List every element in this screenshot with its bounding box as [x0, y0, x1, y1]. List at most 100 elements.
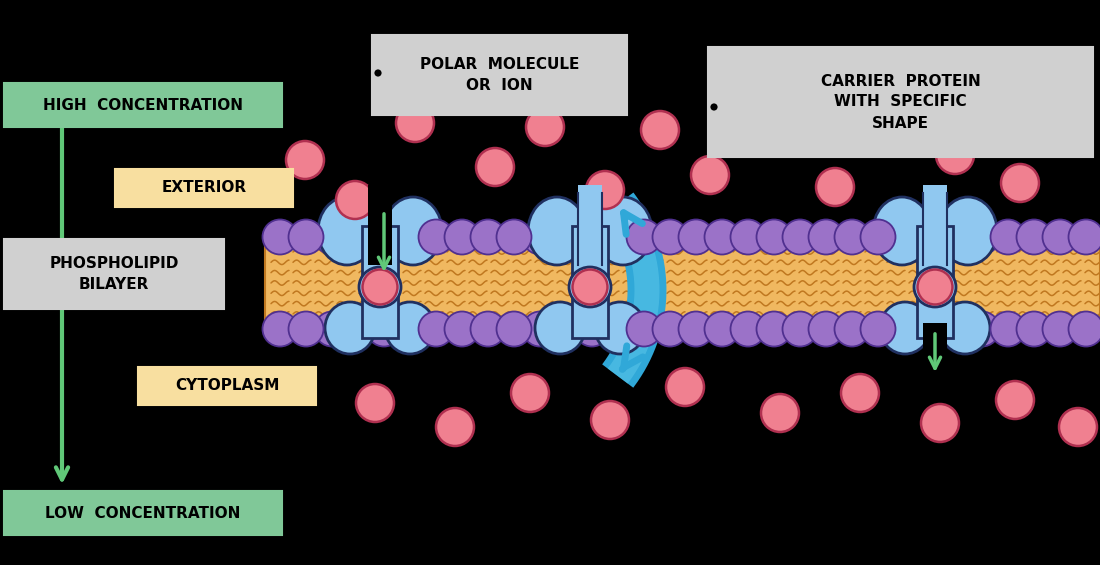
Bar: [372, 35, 627, 115]
Ellipse shape: [324, 302, 375, 354]
Circle shape: [496, 219, 531, 254]
Circle shape: [782, 311, 817, 346]
Bar: [4, 491, 282, 535]
Circle shape: [757, 219, 792, 254]
Circle shape: [704, 219, 739, 254]
Circle shape: [965, 311, 1000, 346]
Circle shape: [373, 68, 383, 78]
Circle shape: [418, 219, 453, 254]
Circle shape: [574, 219, 609, 254]
Ellipse shape: [359, 267, 402, 307]
Circle shape: [418, 311, 453, 346]
Circle shape: [601, 219, 636, 254]
Ellipse shape: [880, 302, 929, 354]
Circle shape: [887, 311, 922, 346]
Circle shape: [315, 219, 350, 254]
Circle shape: [286, 141, 324, 179]
Circle shape: [1001, 164, 1040, 202]
Circle shape: [471, 311, 506, 346]
Circle shape: [288, 311, 323, 346]
Circle shape: [730, 219, 766, 254]
Circle shape: [471, 219, 506, 254]
Ellipse shape: [528, 197, 586, 265]
Circle shape: [586, 171, 624, 209]
Bar: [116, 169, 293, 207]
Circle shape: [938, 311, 974, 346]
Circle shape: [990, 311, 1025, 346]
Circle shape: [522, 219, 558, 254]
Circle shape: [652, 311, 688, 346]
Text: HIGH  CONCENTRATION: HIGH CONCENTRATION: [43, 98, 243, 112]
Ellipse shape: [318, 197, 376, 265]
Text: CYTOPLASM: CYTOPLASM: [175, 379, 279, 393]
Circle shape: [679, 219, 714, 254]
Ellipse shape: [595, 302, 645, 354]
Circle shape: [913, 219, 947, 254]
Circle shape: [761, 394, 799, 432]
Bar: [138, 367, 316, 405]
Ellipse shape: [384, 197, 442, 265]
Ellipse shape: [569, 267, 611, 307]
Circle shape: [436, 408, 474, 446]
Circle shape: [366, 219, 402, 254]
Circle shape: [860, 219, 895, 254]
Circle shape: [782, 219, 817, 254]
Circle shape: [921, 404, 959, 442]
Circle shape: [996, 381, 1034, 419]
Circle shape: [1068, 311, 1100, 346]
Circle shape: [990, 219, 1025, 254]
Circle shape: [393, 219, 428, 254]
Circle shape: [917, 270, 953, 305]
Circle shape: [1016, 311, 1052, 346]
Circle shape: [936, 136, 974, 174]
Text: EXTERIOR: EXTERIOR: [162, 180, 246, 195]
Circle shape: [666, 368, 704, 406]
Circle shape: [522, 311, 558, 346]
Circle shape: [549, 311, 583, 346]
Circle shape: [572, 270, 607, 305]
Circle shape: [1016, 219, 1052, 254]
Circle shape: [835, 311, 869, 346]
Circle shape: [393, 311, 428, 346]
Text: CARRIER  PROTEIN
WITH  SPECIFIC
SHAPE: CARRIER PROTEIN WITH SPECIFIC SHAPE: [821, 73, 980, 131]
Circle shape: [808, 219, 844, 254]
Bar: [708, 47, 1093, 157]
Circle shape: [315, 311, 350, 346]
Circle shape: [444, 311, 480, 346]
Circle shape: [887, 219, 922, 254]
Circle shape: [641, 111, 679, 149]
Ellipse shape: [594, 197, 652, 265]
Circle shape: [704, 311, 739, 346]
Ellipse shape: [535, 302, 585, 354]
Circle shape: [965, 219, 1000, 254]
Ellipse shape: [914, 267, 956, 307]
Circle shape: [512, 374, 549, 412]
Circle shape: [938, 219, 974, 254]
Bar: [923, 323, 947, 363]
Circle shape: [652, 219, 688, 254]
Circle shape: [860, 311, 895, 346]
Circle shape: [816, 168, 854, 206]
Circle shape: [526, 108, 564, 146]
Circle shape: [476, 148, 514, 186]
Bar: [578, 185, 602, 265]
Circle shape: [601, 311, 636, 346]
Circle shape: [710, 102, 719, 112]
Circle shape: [691, 156, 729, 194]
Circle shape: [356, 384, 394, 422]
Circle shape: [366, 311, 402, 346]
Circle shape: [549, 219, 583, 254]
Bar: [362, 226, 398, 338]
Text: POLAR  MOLECULE
OR  ION: POLAR MOLECULE OR ION: [420, 57, 580, 93]
Circle shape: [396, 104, 435, 142]
Circle shape: [341, 219, 375, 254]
Circle shape: [496, 311, 531, 346]
Ellipse shape: [873, 197, 931, 265]
Circle shape: [1053, 116, 1091, 154]
Circle shape: [1059, 408, 1097, 446]
Circle shape: [746, 111, 784, 149]
Circle shape: [288, 219, 323, 254]
Circle shape: [679, 311, 714, 346]
Circle shape: [341, 311, 375, 346]
Circle shape: [363, 270, 397, 305]
